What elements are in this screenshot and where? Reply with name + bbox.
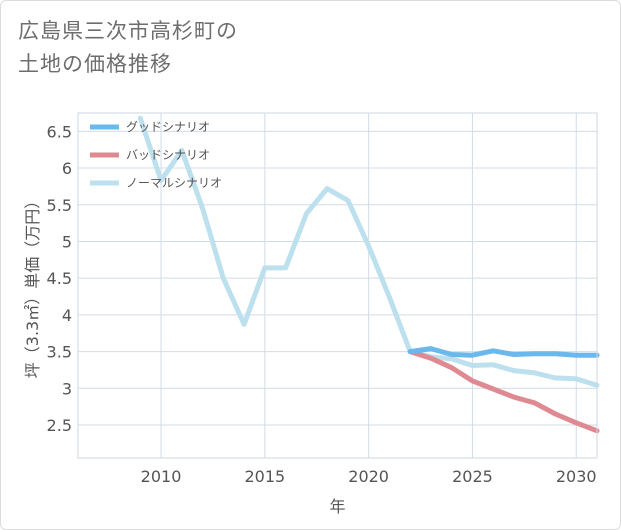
x-tick-label: 2030 xyxy=(556,467,597,486)
x-tick-label: 2025 xyxy=(452,467,493,486)
legend-label-2: ノーマルシナリオ xyxy=(126,176,222,190)
x-axis-label: 年 xyxy=(329,497,345,516)
series-line-2 xyxy=(137,115,600,388)
legend-label-0: グッドシナリオ xyxy=(126,120,210,134)
y-tick-label: 4.5 xyxy=(47,269,72,288)
y-tick-label: 5 xyxy=(62,232,72,251)
y-tick-label: 4 xyxy=(62,306,72,325)
y-tick-label: 2.5 xyxy=(47,416,72,435)
y-tick-label: 3.5 xyxy=(47,343,72,362)
y-tick-label: 5.5 xyxy=(47,196,72,215)
series-line-1 xyxy=(407,349,600,434)
chart-title-line-2: 土地の価格推移 xyxy=(18,52,172,76)
series-layer xyxy=(137,115,600,434)
y-tick-label: 6.5 xyxy=(47,122,72,141)
y-tick-label: 6 xyxy=(62,159,72,178)
axes: 2010 2015 2020 2025 2030 2.5 3 3.5 4 4.5 5 5.5 6 6.5 xyxy=(47,112,598,486)
x-tick-label: 2010 xyxy=(141,467,182,486)
y-tick-label: 3 xyxy=(62,379,72,398)
chart-title-line-1: 広島県三次市高杉町の xyxy=(18,19,238,43)
series-line-0 xyxy=(407,346,600,358)
y-axis-label: 坪（3.3㎡）単価（万円） xyxy=(23,193,42,378)
chart-title: 広島県三次市高杉町の 土地の価格推移 xyxy=(18,15,238,81)
x-tick-label: 2020 xyxy=(348,467,389,486)
x-tick-label: 2015 xyxy=(244,467,285,486)
plot-border xyxy=(77,112,598,459)
legend-label-1: バッドシナリオ xyxy=(126,148,210,162)
